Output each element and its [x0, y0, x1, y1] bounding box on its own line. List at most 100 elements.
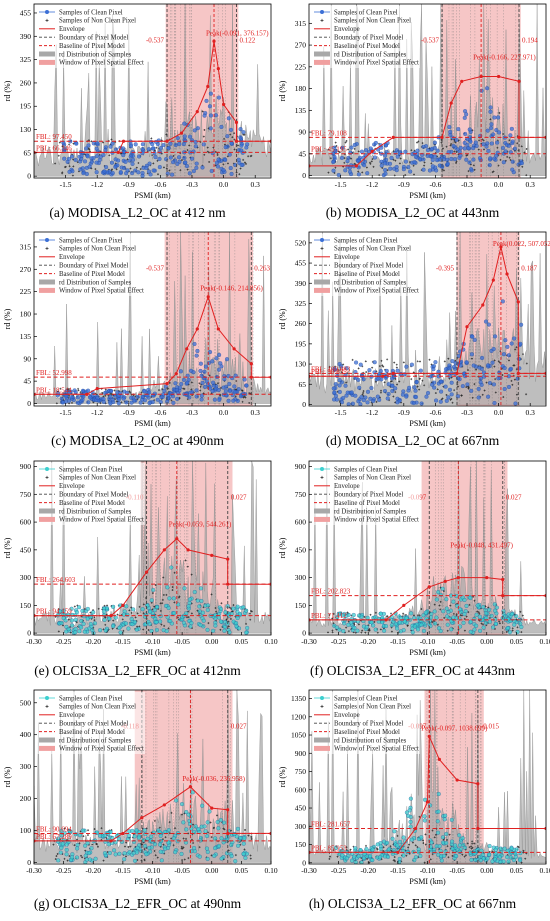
legend-marker-non-clean — [45, 704, 49, 708]
clean-sample — [346, 622, 351, 627]
non-clean-sample — [430, 162, 433, 165]
clean-sample — [236, 157, 241, 162]
boundary-left-label: -0.395 — [436, 264, 455, 272]
clean-sample — [152, 842, 157, 847]
pbl-label: PBL: 67.289 — [36, 833, 72, 841]
non-clean-sample — [453, 389, 456, 392]
non-clean-sample — [337, 369, 340, 372]
clean-sample — [147, 845, 152, 850]
clean-sample — [500, 145, 505, 150]
non-clean-sample — [390, 849, 393, 852]
envelope-point — [144, 570, 149, 574]
clean-sample — [130, 171, 135, 176]
clean-sample — [185, 380, 190, 385]
x-tick-label: 0.10 — [539, 637, 550, 646]
clean-sample — [191, 169, 196, 174]
clean-sample — [387, 847, 392, 852]
envelope-point — [174, 372, 178, 376]
clean-sample — [510, 159, 515, 164]
clean-sample — [69, 618, 74, 623]
non-clean-sample — [467, 387, 470, 390]
x-axis-label: PSMI (km) — [134, 419, 171, 428]
non-clean-sample — [422, 842, 425, 845]
legend-swatch-distribution — [39, 51, 55, 57]
non-clean-sample — [102, 141, 105, 144]
non-clean-sample — [73, 605, 76, 608]
clean-sample — [423, 610, 428, 615]
non-clean-sample — [371, 158, 374, 161]
clean-sample — [471, 146, 476, 151]
non-clean-sample — [168, 381, 171, 384]
non-clean-sample — [483, 148, 486, 151]
clean-sample — [122, 166, 127, 171]
clean-sample — [390, 836, 395, 841]
clean-sample — [339, 400, 345, 405]
clean-sample — [384, 368, 389, 373]
clean-sample — [170, 394, 176, 399]
non-clean-sample — [219, 628, 222, 631]
clean-sample — [432, 609, 437, 614]
clean-sample — [334, 397, 339, 402]
non-clean-sample — [185, 837, 188, 840]
non-clean-sample — [159, 602, 162, 605]
non-clean-sample — [473, 383, 476, 386]
non-clean-sample — [56, 852, 59, 855]
clean-sample — [109, 389, 114, 394]
non-clean-sample — [331, 631, 334, 634]
clean-sample — [340, 145, 345, 150]
non-clean-sample — [162, 576, 165, 579]
non-clean-sample — [485, 381, 488, 384]
clean-sample — [67, 169, 72, 174]
non-clean-sample — [55, 402, 58, 405]
non-clean-sample — [71, 174, 74, 177]
clean-sample — [193, 139, 198, 144]
x-tick-label: 0.3 — [251, 180, 261, 189]
clean-sample — [224, 851, 230, 856]
y-tick-label: 0 — [302, 171, 306, 180]
pbl-label: PBL: 71.412 — [311, 612, 347, 620]
clean-sample — [406, 813, 411, 818]
envelope-point — [391, 135, 395, 139]
clean-sample — [149, 629, 154, 634]
non-clean-sample — [393, 856, 396, 859]
non-clean-sample — [395, 366, 398, 369]
legend-label: Window of Pixel Spatial Effect — [59, 60, 144, 67]
clean-sample — [493, 847, 498, 852]
clean-sample — [443, 384, 448, 389]
boundary-left-label: -0.537 — [146, 264, 165, 272]
non-clean-sample — [489, 118, 492, 121]
y-tick-label: 0 — [27, 399, 31, 408]
non-clean-sample — [67, 387, 70, 390]
clean-sample — [80, 397, 85, 402]
x-axis-label: PSMI (km) — [134, 648, 171, 657]
clean-sample — [476, 386, 481, 391]
clean-sample — [235, 826, 240, 831]
non-clean-sample — [155, 146, 158, 149]
non-clean-sample — [134, 616, 137, 619]
clean-sample — [122, 851, 127, 856]
clean-sample — [356, 159, 361, 164]
clean-sample — [471, 363, 476, 368]
clean-sample — [378, 611, 383, 616]
clean-sample — [484, 144, 489, 149]
clean-sample — [408, 796, 413, 801]
clean-sample — [487, 619, 492, 624]
non-clean-sample — [520, 861, 523, 864]
clean-sample — [491, 382, 496, 387]
clean-sample — [362, 159, 367, 164]
clean-sample — [491, 625, 496, 630]
non-clean-sample — [407, 846, 410, 849]
non-clean-sample — [477, 611, 480, 614]
y-tick-label: 325 — [295, 299, 307, 308]
non-clean-sample — [120, 401, 123, 404]
clean-sample — [395, 154, 400, 159]
y-axis-label: rd (%) — [278, 537, 287, 558]
non-clean-sample — [520, 145, 523, 148]
clean-sample — [339, 364, 344, 369]
clean-sample — [154, 620, 159, 625]
non-clean-sample — [192, 842, 195, 845]
clean-sample — [73, 390, 78, 395]
y-tick-label: 600 — [20, 518, 32, 527]
clean-sample — [410, 626, 415, 631]
clean-sample — [393, 386, 398, 391]
